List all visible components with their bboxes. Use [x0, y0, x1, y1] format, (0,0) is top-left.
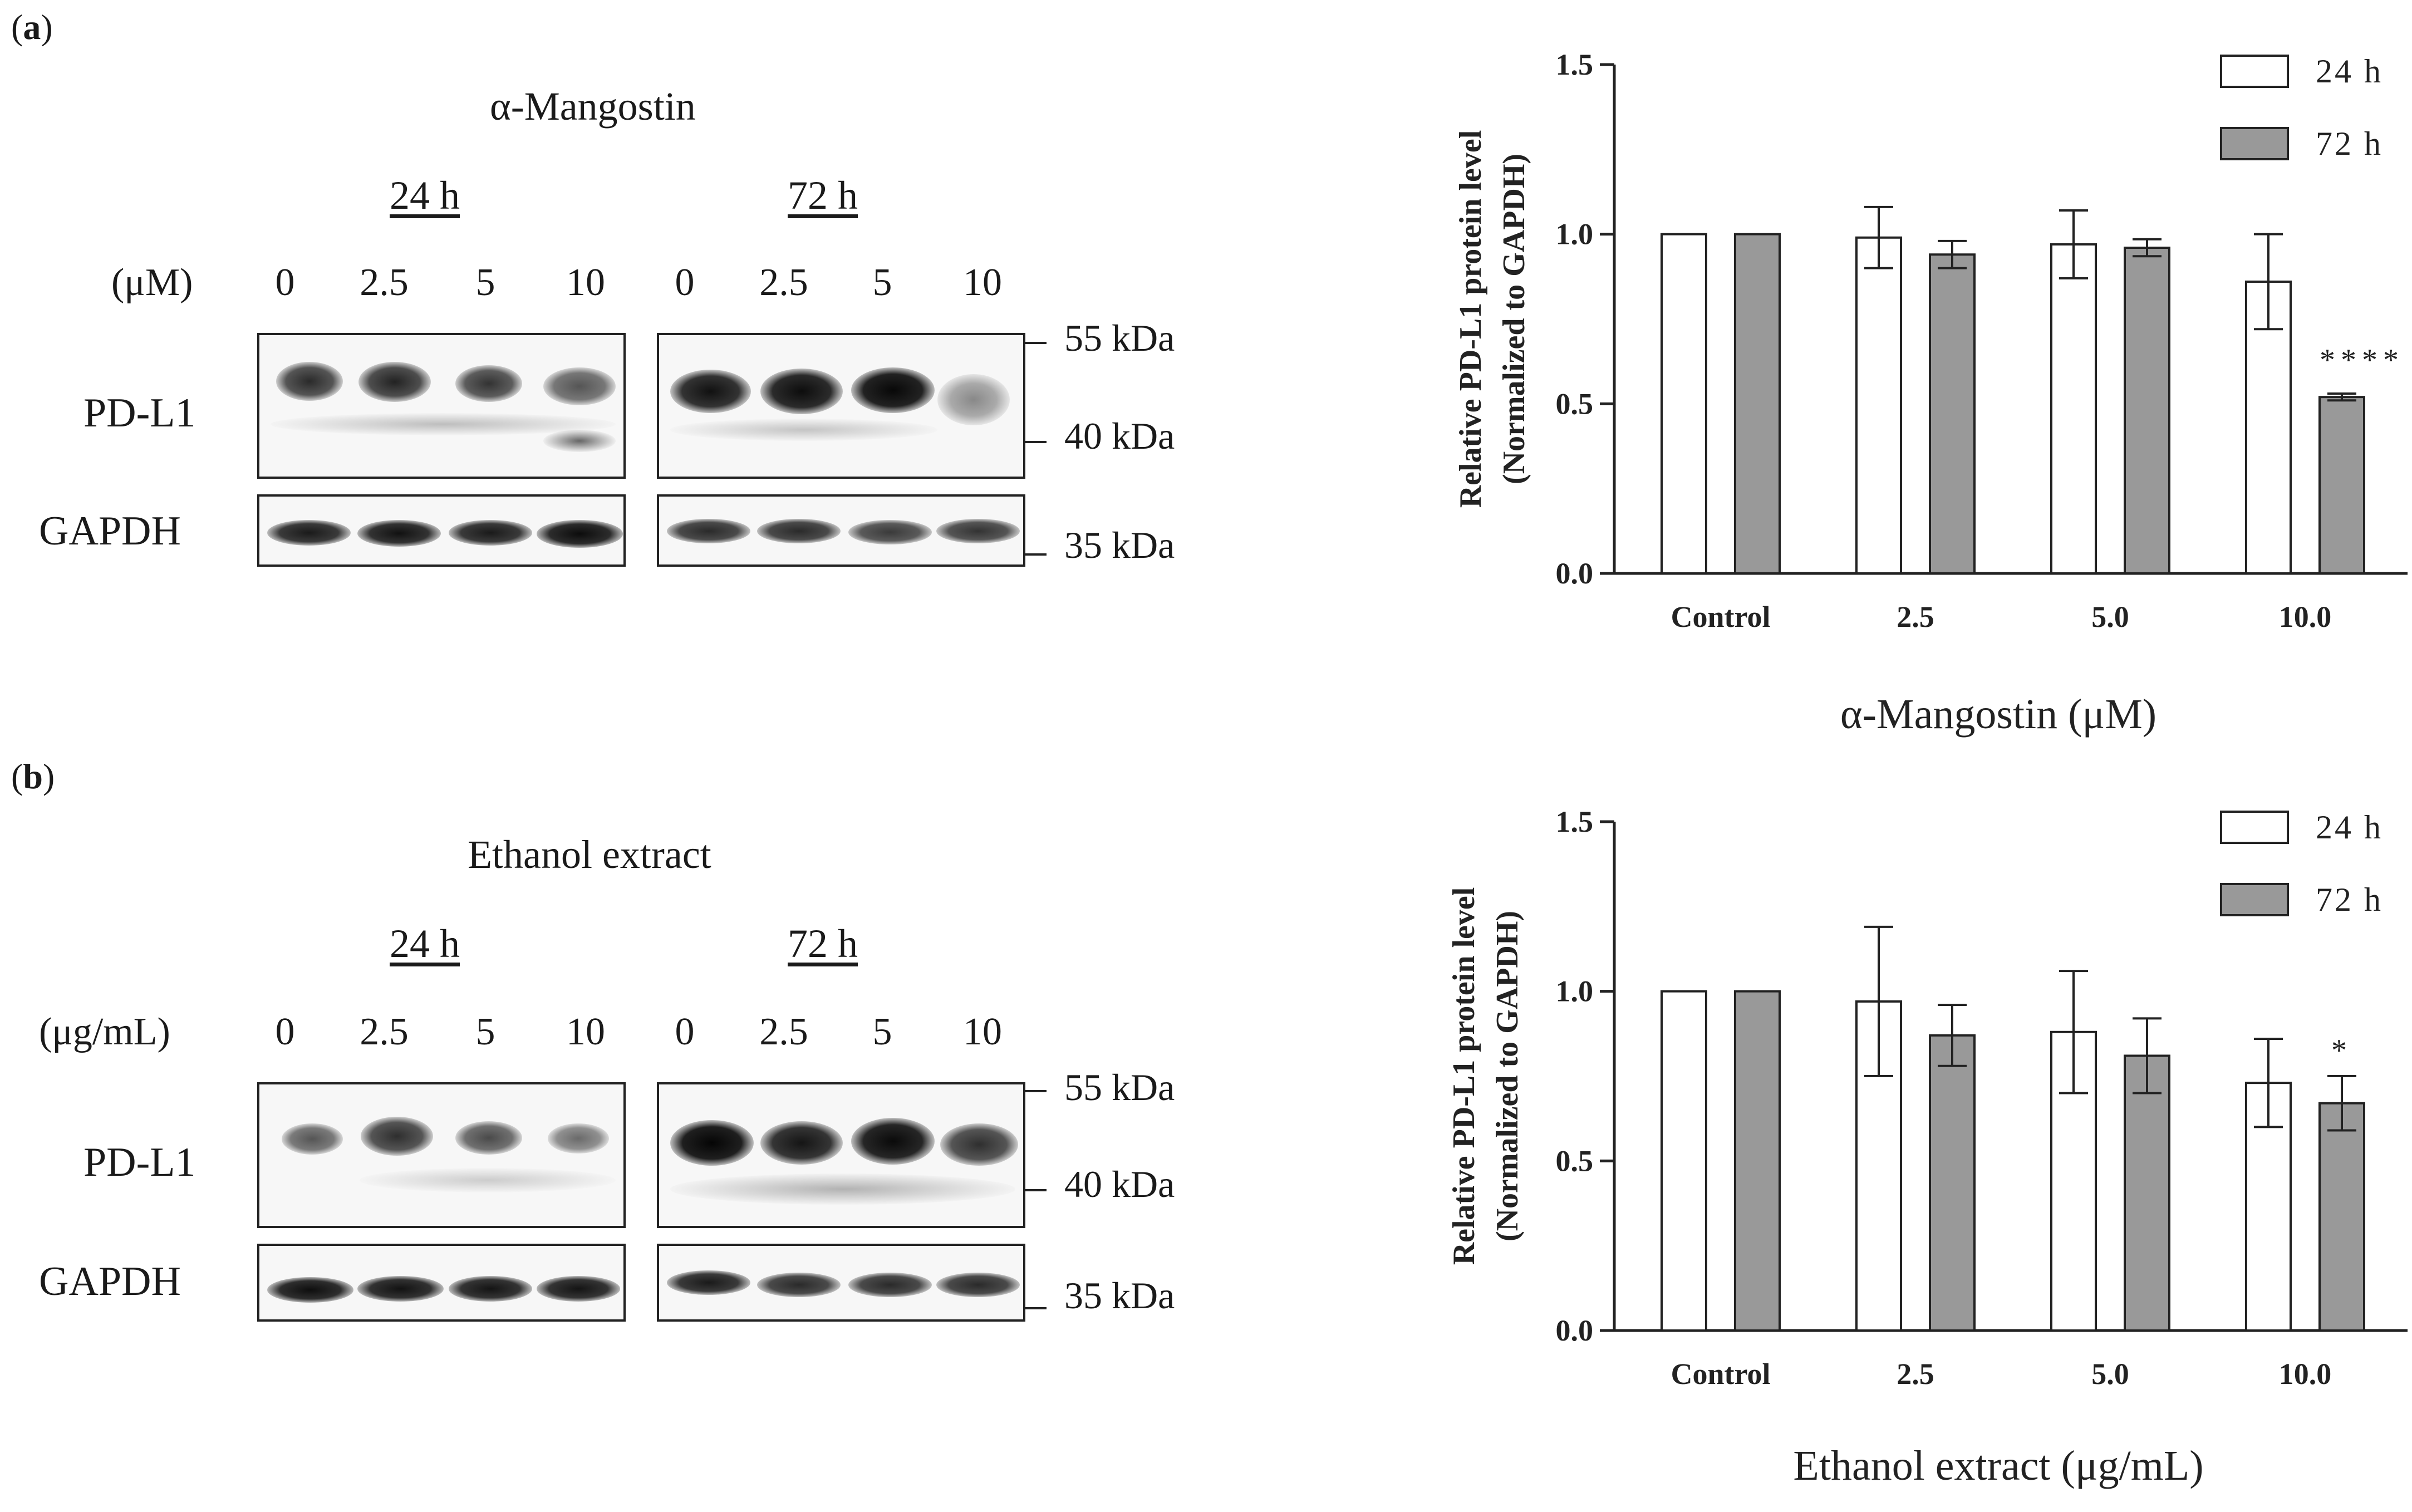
lane-label: 5 [475, 261, 495, 304]
blot-pdl1-24h [257, 333, 626, 479]
y-tick-label: 0.5 [1556, 387, 1594, 420]
blot-time-24h: 24 h [390, 921, 460, 966]
x-axis-label: α-Mangostin (μM) [1840, 691, 2156, 738]
bar-72h [2124, 1054, 2170, 1332]
panel-label: (a) [11, 7, 53, 47]
legend-label: 24 h [2316, 809, 2383, 846]
lane-label: 10 [566, 261, 605, 304]
marker-tick [1025, 342, 1047, 344]
y-axis-label: (Normalized to GAPDH) [1490, 911, 1525, 1241]
bar-24h [2050, 243, 2097, 575]
blot-pdl1-72h [657, 1082, 1025, 1228]
bar-24h [1661, 990, 1707, 1332]
significance-mark: **** [2320, 343, 2404, 377]
marker-tick [1025, 1189, 1047, 1191]
blot-pdl1-72h [657, 333, 1025, 479]
x-tick-label: 2.5 [1897, 600, 1934, 634]
legend-swatch [2220, 883, 2289, 916]
y-tick-label: 1.0 [1556, 975, 1594, 1008]
lane-label: 2.5 [759, 1010, 808, 1053]
blot-time-24h: 24 h [390, 173, 460, 218]
blot-gapdh-24h [257, 494, 626, 567]
bar-72h [1929, 1034, 1976, 1332]
legend-label: 72 h [2316, 881, 2383, 918]
marker-55kda: 55 kDa [1064, 1066, 1175, 1108]
x-tick-label: Control [1671, 1357, 1770, 1391]
row-label-pdl1: PD-L1 [83, 1140, 196, 1185]
legend-label: 24 h [2316, 53, 2383, 90]
blot-unit-label: (μM) [111, 261, 193, 304]
legend-swatch [2220, 127, 2289, 160]
y-axis-label: Relative PD-L1 protein level [1447, 887, 1481, 1265]
panel-b: (b) Ethanol extract 24 h 72 h (μg/mL) 0 … [0, 756, 2412, 1512]
blot-unit-label: (μg/mL) [39, 1010, 170, 1053]
bar-chart-a: 0.0 0.5 1.0 1.5 Relative PD-L1 protein level… [1453, 48, 2408, 738]
blot-gapdh-72h [657, 494, 1025, 567]
y-tick-label: 1.5 [1556, 805, 1594, 838]
row-label-gapdh: GAPDH [39, 1259, 181, 1304]
marker-40kda: 40 kDa [1064, 1163, 1175, 1205]
bar-24h [1855, 236, 1902, 575]
lane-label: 2.5 [759, 261, 808, 304]
blot-title: α-Mangostin [490, 84, 696, 129]
bar-24h [1661, 233, 1707, 575]
y-tick-label: 0.5 [1556, 1144, 1594, 1177]
lane-label: 10 [963, 261, 1002, 304]
lane-label: 5 [872, 1010, 892, 1053]
y-axis-label: Relative PD-L1 protein level [1453, 130, 1488, 508]
lane-label: 0 [275, 1010, 295, 1053]
lane-label: 10 [566, 1010, 605, 1053]
y-tick-label: 0.0 [1556, 557, 1594, 590]
marker-tick [1025, 553, 1047, 556]
blot-gapdh-72h [657, 1244, 1025, 1322]
y-tick-label: 0.0 [1556, 1314, 1594, 1347]
x-tick-label: 10.0 [2279, 1357, 2332, 1391]
row-label-pdl1: PD-L1 [83, 390, 196, 436]
lane-label: 2.5 [360, 261, 409, 304]
marker-35kda: 35 kDa [1064, 524, 1175, 566]
blot-time-72h: 72 h [788, 921, 858, 966]
legend-swatch [2220, 811, 2289, 844]
bar-72h [1929, 253, 1976, 575]
marker-55kda: 55 kDa [1064, 317, 1175, 359]
bar-72h [2124, 247, 2170, 575]
lane-label: 0 [675, 261, 695, 304]
x-tick-label: 10.0 [2279, 600, 2332, 634]
marker-tick [1025, 1307, 1047, 1309]
y-tick-label: 1.5 [1556, 48, 1594, 81]
blot-gapdh-24h [257, 1244, 626, 1322]
lane-label: 10 [963, 1010, 1002, 1053]
y-axis-label: (Normalized to GAPDH) [1497, 154, 1531, 484]
marker-tick [1025, 441, 1047, 443]
x-tick-label: Control [1671, 600, 1770, 634]
blot-pdl1-24h [257, 1082, 626, 1228]
legend-label: 72 h [2316, 125, 2383, 162]
lane-label: 0 [675, 1010, 695, 1053]
marker-tick [1025, 1090, 1047, 1092]
lane-label: 2.5 [360, 1010, 409, 1053]
x-tick-label: 5.0 [2091, 600, 2129, 634]
bar-72h [2318, 396, 2365, 575]
marker-40kda: 40 kDa [1064, 415, 1175, 457]
y-tick-label: 1.0 [1556, 218, 1594, 251]
lane-label: 5 [872, 261, 892, 304]
panel-label: (b) [11, 757, 55, 796]
lane-label: 0 [275, 261, 295, 304]
panel-a: (a) α-Mangostin 24 h 72 h (μM) 0 2.5 5 1… [11, 7, 2408, 738]
row-label-gapdh: GAPDH [39, 508, 181, 554]
lane-label: 5 [475, 1010, 495, 1053]
x-axis-label: Ethanol extract (μg/mL) [1793, 1442, 2203, 1489]
legend-swatch [2220, 55, 2289, 88]
significance-mark: * [2331, 1033, 2352, 1068]
bar-72h [1734, 990, 1781, 1332]
marker-35kda: 35 kDa [1064, 1274, 1175, 1317]
bar-72h [1734, 233, 1781, 575]
bar-72h [2318, 1102, 2365, 1332]
bar-chart-b: 0.0 0.5 1.0 1.5 Relative PD-L1 protein level… [1447, 805, 2408, 1489]
x-tick-label: 5.0 [2091, 1357, 2129, 1391]
blot-title: Ethanol extract [468, 832, 711, 877]
blot-time-72h: 72 h [788, 173, 858, 218]
x-tick-label: 2.5 [1897, 1357, 1934, 1391]
